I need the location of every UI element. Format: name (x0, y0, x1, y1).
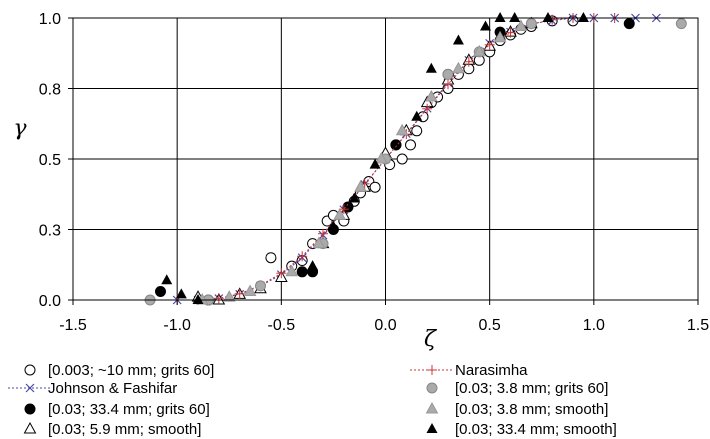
marker-circle-open (405, 139, 416, 151)
marker-triangle-gray (333, 208, 347, 220)
marker-plus (338, 204, 349, 215)
marker-circle-gray (442, 68, 454, 80)
marker-circle-open (411, 125, 423, 137)
legend-label: Johnson & Fashifar (48, 380, 177, 397)
marker-triangle-filled (542, 12, 554, 22)
legend-item: [0.03; 5.9 mm; smooth] (23, 421, 201, 438)
marker-cross (25, 383, 35, 393)
marker-triangle-gray (312, 236, 326, 249)
marker-circle-gray (255, 280, 266, 292)
marker-triangle-filled (192, 294, 204, 304)
legend-label: [0.03; 3.8 mm; smooth] (455, 401, 608, 418)
marker-plus (234, 288, 245, 299)
y-axis-label: γ (13, 116, 27, 141)
x-tick-label: -1.0 (163, 317, 191, 334)
marker-plus (297, 251, 308, 262)
series-6 (195, 19, 528, 305)
marker-triangle-open (23, 421, 37, 434)
marker-triangle-gray (472, 44, 486, 57)
marker-triangle-filled (327, 220, 339, 231)
marker-triangle-filled (494, 12, 506, 22)
legend-label: [0.03; 33.4 mm; smooth] (455, 421, 617, 438)
x-tick-label: 0.5 (479, 317, 501, 334)
marker-circle-filled (390, 139, 402, 151)
marker-triangle-gray (243, 284, 257, 297)
marker-triangle-gray (424, 89, 438, 102)
marker-triangle-gray (395, 123, 409, 136)
y-tick-label: 0.3 (39, 223, 61, 240)
y-tick-label: 0.8 (39, 82, 61, 99)
marker-circle-filled (623, 18, 635, 30)
marker-triangle-filled (307, 260, 319, 271)
y-tick-label: 0.0 (39, 293, 61, 310)
marker-triangle-gray (222, 290, 236, 302)
marker-triangle-gray (374, 151, 388, 164)
marker-plus (276, 268, 287, 279)
legend-item: [0.03; 33.4 mm; smooth] (426, 421, 617, 438)
legend-label: [0.03; 3.8 mm; grits 60] (455, 380, 608, 397)
marker-circle-open (265, 252, 277, 264)
marker-triangle-gray (452, 61, 465, 74)
marker-plus (505, 27, 516, 38)
marker-plus (213, 293, 224, 304)
legend-item: [0.003; ~10 mm; grits 60] (24, 362, 214, 379)
legend-label: [0.03; 5.9 mm; smooth] (48, 421, 201, 438)
legend-item: [0.03; 3.8 mm; grits 60] (426, 380, 608, 397)
marker-triangle-filled (452, 34, 464, 45)
marker-circle-filled (155, 286, 166, 298)
marker-plus (427, 365, 437, 375)
marker-triangle-gray (285, 264, 299, 277)
series-7 (161, 12, 589, 304)
marker-triangle-gray (425, 401, 439, 414)
series-5 (144, 18, 687, 306)
marker-triangle-filled (161, 274, 173, 285)
marker-plus (422, 103, 433, 114)
marker-plus (443, 79, 453, 90)
series-line (177, 17, 615, 301)
legend: [0.003; ~10 mm; grits 60]Johnson & Fashi… (8, 362, 617, 438)
legend-item: [0.03; 3.8 mm; smooth] (425, 401, 608, 418)
marker-plus (318, 228, 328, 239)
marker-triangle-gray (493, 30, 507, 43)
legend-item: [0.03; 33.4 mm; grits 60] (24, 401, 210, 418)
marker-circle-gray (525, 18, 537, 30)
y-tick-label: 1.0 (39, 11, 61, 28)
marker-circle-open (396, 153, 408, 165)
marker-triangle-gray (514, 19, 528, 31)
marker-circle-gray (675, 18, 687, 30)
marker-triangle-filled (348, 192, 360, 203)
marker-triangle-filled (425, 62, 437, 73)
x-tick-label: 1.0 (583, 317, 605, 334)
marker-plus (463, 56, 474, 67)
marker-circle-filled (296, 266, 308, 278)
legend-label: [0.03; 33.4 mm; grits 60] (48, 401, 210, 418)
x-axis-label: ζ (424, 327, 438, 352)
x-tick-label: 1.5 (687, 317, 709, 334)
x-tick-label: -1.5 (59, 317, 87, 334)
marker-circle-gray (426, 382, 438, 394)
y-tick-label: 0.5 (39, 152, 61, 169)
legend-label: [0.003; ~10 mm; grits 60] (48, 362, 214, 379)
marker-triangle-gray (354, 180, 367, 192)
legend-item: Johnson & Fashifar (8, 380, 177, 397)
marker-triangle-filled (509, 12, 521, 22)
marker-triangle-filled (577, 12, 589, 22)
legend-label: Narasimha (455, 362, 528, 379)
marker-plus (484, 39, 495, 50)
marker-circle-open (24, 364, 36, 376)
marker-triangle-filled (480, 20, 491, 31)
x-tick-label: 0.0 (374, 317, 396, 334)
x-tick-label: -0.5 (268, 317, 296, 334)
marker-circle-filled (24, 403, 36, 415)
marker-circle-open (369, 181, 381, 193)
axis-ticks: -1.5 -1.0 -0.5 0.0 0.5 1.0 1.5 0.0 0.3 0.5 0.8 1.0 (39, 11, 709, 334)
marker-triangle-filled (175, 288, 187, 299)
marker-triangle-filled (369, 158, 381, 169)
legend-item: Narasimha (410, 362, 528, 379)
marker-triangle-filled (426, 423, 438, 433)
marker-triangle-filled (411, 110, 423, 121)
